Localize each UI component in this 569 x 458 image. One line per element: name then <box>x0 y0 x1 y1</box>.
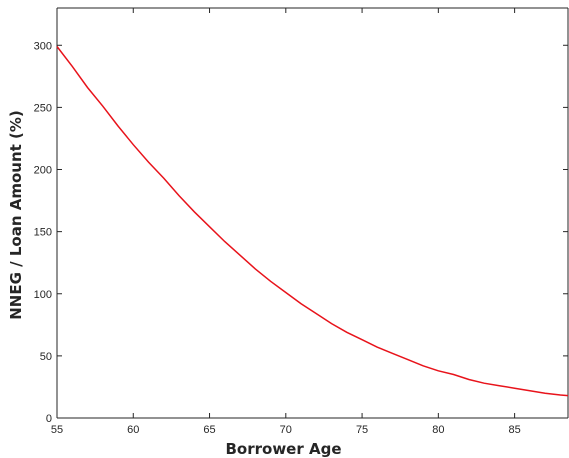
x-tick-label: 85 <box>508 424 520 436</box>
x-tick-label: 70 <box>280 424 292 436</box>
plot-frame <box>56 7 569 419</box>
x-tick-label: 55 <box>51 424 63 436</box>
y-tick-label: 100 <box>34 289 52 301</box>
y-tick-label: 0 <box>46 413 52 425</box>
y-ticks: 0 50 100 150 200 250 300 <box>34 40 568 425</box>
y-tick-label: 300 <box>34 40 52 52</box>
y-axis-label: NNEG / Loan Amount (%) <box>7 110 25 320</box>
y-tick-label: 200 <box>34 165 52 177</box>
y-tick-label: 150 <box>34 227 52 239</box>
x-tick-label: 75 <box>356 424 368 436</box>
series-line <box>56 46 569 397</box>
x-tick-label: 80 <box>432 424 444 436</box>
series-layer <box>56 46 569 397</box>
y-tick-label: 50 <box>40 351 52 363</box>
y-tick-label: 250 <box>34 102 52 114</box>
x-axis-label: Borrower Age <box>225 440 341 458</box>
x-tick-label: 65 <box>203 424 215 436</box>
x-tick-label: 60 <box>127 424 139 436</box>
x-ticks: 55 60 65 70 75 80 85 <box>51 8 521 436</box>
